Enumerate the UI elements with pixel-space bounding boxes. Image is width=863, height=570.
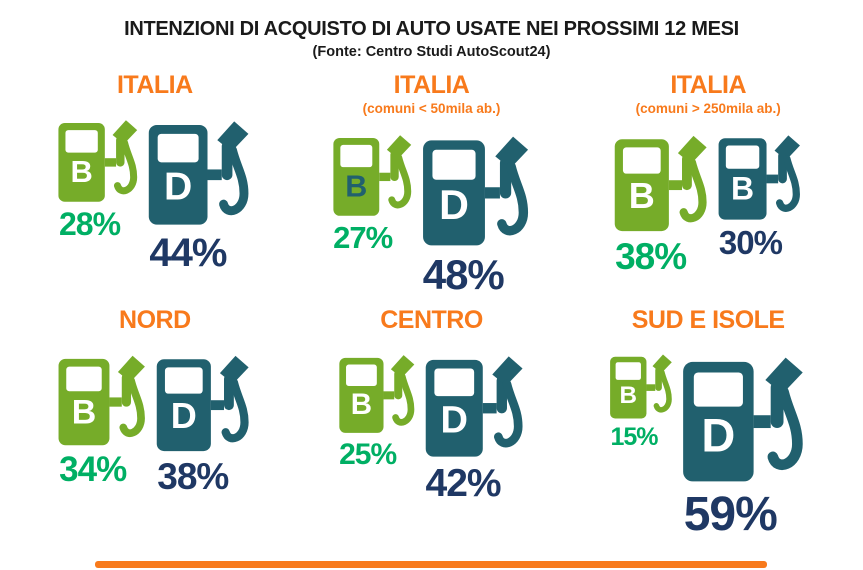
share-value: 34%	[59, 450, 127, 490]
diesel-pump-group: D 38%	[155, 351, 252, 497]
region-header: ITALIA	[116, 71, 193, 102]
panels-row-top: ITALIA B 28% D 44% ITALIA (comuni < 50mila …	[17, 71, 847, 297]
fuel-letter: B	[620, 382, 638, 409]
pumps-row: B 15% D 59%	[609, 351, 807, 540]
fuel-letter: B	[629, 175, 655, 216]
fuel-letter: D	[440, 400, 467, 442]
share-value: 27%	[333, 220, 393, 256]
share-value: 15%	[610, 423, 658, 452]
region-panel: ITALIA (comuni < 50mila ab.) B 27% D 48%	[293, 71, 570, 297]
diesel-pump-group: D 44%	[147, 116, 252, 274]
fuel-letter: B	[731, 170, 754, 206]
diesel-pump-group: D 48%	[421, 131, 532, 297]
region-subtitle: (comuni > 250mila ab.)	[635, 100, 781, 116]
share-value: 44%	[149, 231, 227, 275]
benzina-pump-group: B 38%	[613, 131, 710, 277]
diesel-pump-icon: B	[718, 135, 801, 220]
region-header: ITALIA (comuni > 250mila ab.)	[635, 71, 781, 117]
diesel-pump-icon: D	[422, 136, 528, 246]
diesel-pump-icon: D	[425, 356, 523, 457]
benzina-pump-group: B 28%	[57, 116, 140, 242]
diesel-pump-icon: D	[157, 356, 249, 452]
benzina-pump-icon: B	[58, 120, 138, 202]
share-value: 25%	[339, 438, 397, 472]
share-value: 48%	[422, 251, 505, 299]
benzina-pump-icon: B	[610, 354, 672, 419]
panels-row-bottom: NORD B 34% D 38% CENTRO B 25% D 42% SUD E ISOL…	[17, 307, 847, 540]
footer-accent-bar	[95, 561, 767, 568]
share-value: 59%	[683, 488, 778, 542]
share-value: 42%	[425, 462, 502, 506]
benzina-pump-group: B 25%	[338, 351, 417, 471]
share-value: 38%	[157, 456, 229, 498]
region-panel: NORD B 34% D 38%	[17, 307, 294, 540]
fuel-letter: D	[702, 409, 736, 462]
fuel-letter: B	[350, 388, 371, 421]
benzina-pump-group: B 27%	[332, 131, 414, 255]
diesel-pump-group: D 59%	[681, 351, 807, 540]
pumps-row: B 27% D 48%	[332, 131, 532, 297]
share-value: 28%	[58, 206, 121, 242]
diesel-pump-icon: D	[683, 357, 803, 482]
benzina-pump-icon: B	[338, 355, 414, 433]
region-panel: ITALIA (comuni > 250mila ab.) B 38% B 30%	[570, 71, 847, 297]
region-title: SUD E ISOLE	[631, 306, 785, 335]
fuel-letter: B	[71, 154, 93, 189]
benzina-pump-icon: B	[332, 135, 411, 216]
pumps-row: B 25% D 42%	[338, 351, 526, 505]
share-value: 30%	[718, 224, 783, 262]
region-panel: SUD E ISOLE B 15% D 59%	[570, 307, 847, 540]
pumps-row: B 28% D 44%	[57, 116, 252, 274]
region-title: ITALIA	[670, 71, 747, 99]
fuel-letter: B	[345, 169, 367, 203]
pumps-row: B 38% B 30%	[613, 131, 803, 277]
region-header: NORD	[119, 307, 191, 337]
source-subtitle: (Fonte: Centro Studi AutoScout24)	[312, 44, 551, 60]
benzina-pump-group: B 34%	[57, 351, 148, 489]
benzina-pump-icon: B	[614, 135, 707, 232]
diesel-pump-icon: D	[149, 121, 249, 225]
region-title: ITALIA	[116, 71, 193, 99]
fuel-letter: D	[171, 395, 197, 436]
fuel-letter: B	[72, 394, 97, 432]
benzina-pump-icon: B	[58, 355, 146, 446]
region-header: CENTRO	[380, 307, 483, 337]
page-title: INTENZIONI DI ACQUISTO DI AUTO USATE NEI…	[124, 18, 739, 40]
region-header: SUD E ISOLE	[632, 307, 785, 337]
region-title: CENTRO	[380, 306, 483, 335]
pumps-row: B 34% D 38%	[57, 351, 252, 497]
benzina-pump-group: B 15%	[609, 351, 674, 450]
region-title: NORD	[119, 306, 191, 335]
fuel-letter: D	[439, 182, 469, 228]
region-header: ITALIA (comuni < 50mila ab.)	[362, 71, 501, 117]
fuel-letter: D	[164, 166, 192, 209]
diesel-pump-group: D 42%	[424, 351, 526, 505]
region-title: ITALIA	[393, 71, 470, 99]
share-value: 38%	[615, 236, 687, 278]
region-panel: CENTRO B 25% D 42%	[293, 307, 570, 540]
region-subtitle: (comuni < 50mila ab.)	[362, 100, 501, 116]
diesel-pump-group: B 30%	[717, 131, 803, 261]
region-panel: ITALIA B 28% D 44%	[17, 71, 294, 297]
